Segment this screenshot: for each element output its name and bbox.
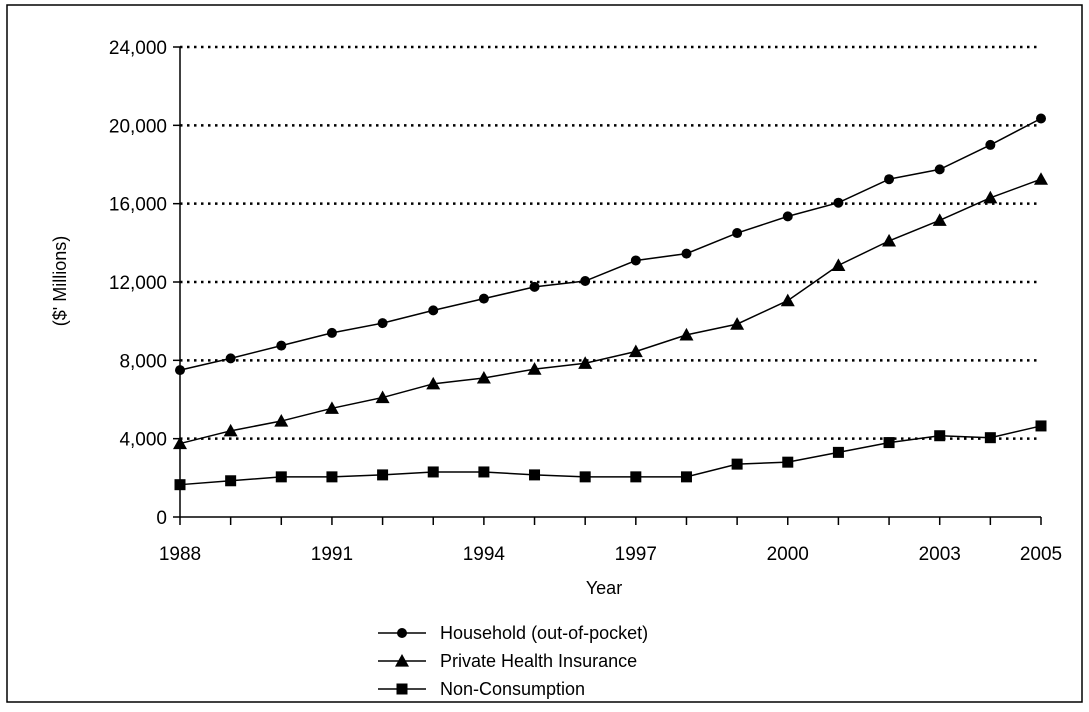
data-point — [529, 469, 541, 481]
data-point — [478, 466, 490, 478]
data-point — [579, 471, 591, 483]
data-point — [276, 340, 287, 351]
data-point — [175, 365, 185, 376]
legend-item: Non-Consumption — [378, 679, 585, 699]
data-point — [1035, 420, 1047, 432]
x-axis-label: Year — [586, 578, 622, 598]
data-point — [478, 293, 489, 304]
data-point — [324, 401, 339, 414]
data-point — [426, 376, 441, 390]
chart-border — [6, 4, 1083, 703]
data-point — [932, 213, 947, 226]
y-axis-label: ($' Millions) — [50, 236, 70, 326]
y-tick-label: 24,000 — [109, 38, 167, 59]
data-point — [225, 353, 236, 364]
legend: Household (out-of-pocket) Private Health … — [378, 623, 648, 699]
legend-item: Household (out-of-pocket) — [378, 623, 648, 643]
data-point — [476, 370, 491, 384]
series-square — [174, 420, 1047, 491]
x-tick-label: 1997 — [615, 544, 657, 565]
y-tick-label: 4,000 — [119, 430, 167, 451]
data-point — [730, 317, 745, 330]
data-point — [882, 233, 897, 247]
series-line — [179, 178, 1042, 445]
data-point — [782, 456, 794, 468]
data-point — [731, 458, 743, 470]
series-circle — [175, 113, 1046, 376]
y-tick-label: 16,000 — [109, 195, 167, 216]
data-point — [275, 471, 287, 483]
data-point — [628, 344, 643, 358]
data-point — [832, 446, 844, 458]
data-point — [578, 356, 593, 369]
series-line — [179, 425, 1042, 486]
data-point — [428, 305, 439, 316]
legend-marker — [396, 683, 408, 695]
series-line — [179, 117, 1042, 371]
x-tick-label: 2003 — [919, 544, 961, 565]
data-point — [377, 318, 388, 329]
legend-item: Private Health Insurance — [378, 651, 637, 671]
data-point — [326, 471, 338, 483]
data-point — [274, 414, 289, 427]
data-point — [780, 293, 795, 307]
y-tick-label: 20,000 — [109, 116, 167, 137]
y-tick-label: 8,000 — [119, 351, 167, 372]
data-point — [680, 471, 692, 483]
legend-label: Private Health Insurance — [440, 651, 637, 671]
data-point — [984, 432, 996, 444]
y-tick-label: 12,000 — [109, 273, 167, 294]
legend-marker — [395, 654, 409, 667]
data-point — [377, 469, 389, 481]
data-point — [630, 255, 641, 266]
data-point — [679, 327, 694, 341]
x-tick-label: 1991 — [311, 544, 353, 565]
data-point — [732, 228, 743, 239]
legend-label: Non-Consumption — [440, 679, 585, 699]
data-point — [983, 190, 998, 204]
x-tick-label: 1988 — [159, 544, 201, 565]
data-point — [225, 475, 237, 487]
data-point — [1034, 172, 1048, 185]
y-tick-label: 0 — [156, 508, 167, 529]
data-point — [831, 258, 846, 271]
data-point — [884, 174, 895, 185]
data-point — [934, 430, 946, 442]
legend-marker — [397, 628, 407, 638]
data-point — [782, 211, 793, 222]
legend-label: Household (out-of-pocket) — [440, 623, 648, 643]
data-point — [934, 164, 945, 175]
series-triangle — [173, 172, 1048, 450]
data-point — [833, 197, 844, 208]
data-point — [1036, 113, 1046, 124]
data-point — [580, 276, 591, 287]
data-point — [326, 327, 337, 338]
data-point — [174, 479, 186, 491]
data-point — [427, 466, 439, 478]
data-point — [375, 390, 390, 404]
data-point — [985, 139, 996, 150]
data-point — [630, 471, 642, 483]
data-point — [529, 281, 540, 292]
data-point — [527, 362, 542, 375]
x-tick-label: 1994 — [463, 544, 506, 565]
data-point — [681, 248, 692, 259]
x-tick-label: 2005 — [1020, 544, 1062, 565]
x-tick-label: 2000 — [767, 544, 809, 565]
data-point — [173, 436, 187, 450]
data-point — [223, 423, 238, 437]
data-point — [883, 437, 895, 449]
